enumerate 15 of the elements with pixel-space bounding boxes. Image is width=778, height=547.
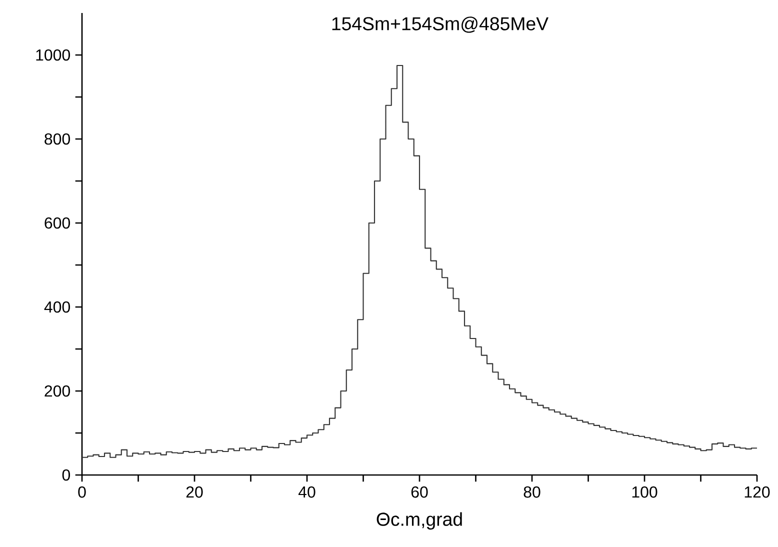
chart-title: 154Sm+154Sm@485MeV — [332, 16, 548, 33]
y-tick-label: 0 — [62, 469, 70, 481]
y-tick-label: 800 — [44, 133, 70, 145]
x-tick-label: 60 — [411, 486, 428, 498]
x-tick-label: 80 — [524, 486, 540, 498]
x-tick-label: 40 — [298, 486, 316, 498]
x-tick-label: 0 — [78, 486, 86, 498]
x-tick-label: 20 — [186, 486, 203, 498]
y-tick-label: 200 — [44, 385, 70, 397]
y-tick-label: 1000 — [36, 49, 70, 61]
x-tick-label: 120 — [744, 486, 770, 498]
y-tick-label: 400 — [44, 301, 70, 313]
x-tick-label: 100 — [632, 486, 658, 498]
x-axis-title: Θc.m,grad — [376, 512, 462, 530]
y-tick-label: 600 — [44, 217, 70, 229]
